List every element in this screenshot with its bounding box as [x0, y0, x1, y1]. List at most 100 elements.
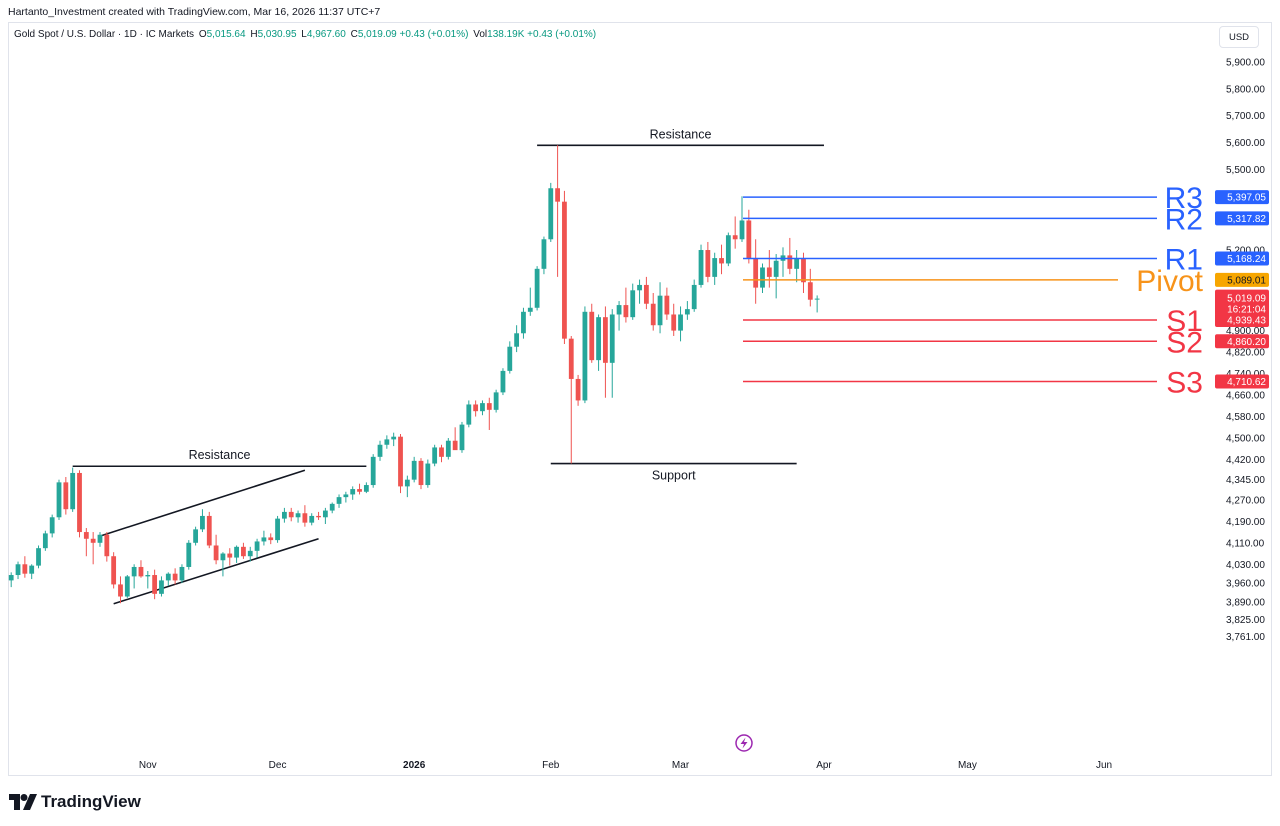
candle-body[interactable]	[555, 188, 560, 202]
candle-body[interactable]	[698, 250, 704, 285]
candle-body[interactable]	[179, 566, 185, 581]
candle-body[interactable]	[111, 556, 117, 585]
candle-body[interactable]	[391, 436, 397, 440]
channel-upper-line[interactable]	[99, 469, 306, 537]
candle-body[interactable]	[36, 548, 41, 566]
candle-body[interactable]	[29, 565, 35, 574]
candle-body[interactable]	[582, 311, 588, 401]
candle-body[interactable]	[316, 515, 321, 518]
candle-body[interactable]	[241, 546, 246, 557]
candle-body[interactable]	[548, 188, 554, 240]
candle-body[interactable]	[609, 314, 615, 363]
candle-body[interactable]	[787, 255, 793, 269]
candle-body[interactable]	[288, 511, 294, 518]
candle-body[interactable]	[329, 503, 335, 511]
candle-body[interactable]	[370, 456, 376, 486]
candle-body[interactable]	[186, 542, 192, 567]
candle-body[interactable]	[322, 510, 328, 518]
candle-body[interactable]	[350, 489, 356, 495]
candle-body[interactable]	[657, 295, 663, 326]
candle-body[interactable]	[514, 333, 520, 347]
candle-body[interactable]	[452, 440, 458, 451]
candle-body[interactable]	[739, 220, 745, 240]
candle-body[interactable]	[473, 404, 479, 412]
candle-body[interactable]	[480, 403, 485, 412]
candle-body[interactable]	[42, 533, 48, 549]
candle-body[interactable]	[801, 258, 806, 283]
candle-body[interactable]	[603, 317, 608, 363]
candle-body[interactable]	[268, 537, 274, 541]
candle-body[interactable]	[527, 307, 533, 312]
candle-body[interactable]	[261, 537, 267, 542]
candle-body[interactable]	[500, 370, 506, 393]
candle-body[interactable]	[534, 268, 540, 308]
candle-body[interactable]	[541, 239, 547, 269]
candle-body[interactable]	[732, 235, 738, 240]
candle-body[interactable]	[664, 295, 670, 315]
candle-body[interactable]	[637, 284, 642, 291]
candle-body[interactable]	[650, 303, 656, 326]
candle-body[interactable]	[773, 260, 779, 277]
candle-body[interactable]	[432, 447, 438, 464]
candle-body[interactable]	[411, 460, 417, 480]
candle-body[interactable]	[521, 311, 526, 334]
candle-body[interactable]	[684, 309, 690, 315]
candle-body[interactable]	[719, 258, 724, 264]
candle-body[interactable]	[206, 515, 212, 546]
candle-body[interactable]	[77, 472, 82, 533]
candle-body[interactable]	[671, 314, 677, 331]
candle-body[interactable]	[104, 534, 110, 557]
candle-body[interactable]	[398, 436, 403, 487]
candle-body[interactable]	[220, 553, 226, 561]
candle-body[interactable]	[459, 424, 465, 451]
candle-body[interactable]	[15, 564, 21, 576]
candle-body[interactable]	[384, 439, 390, 445]
candle-body[interactable]	[165, 573, 171, 581]
candle-body[interactable]	[124, 576, 130, 597]
candle-body[interactable]	[746, 220, 752, 259]
candle-body[interactable]	[404, 479, 410, 487]
candle-body[interactable]	[493, 392, 499, 410]
candle-body[interactable]	[725, 235, 731, 264]
candle-body[interactable]	[275, 518, 280, 541]
candle-body[interactable]	[8, 575, 14, 581]
candle-body[interactable]	[90, 538, 96, 543]
candle-body[interactable]	[418, 460, 424, 486]
candle-body[interactable]	[712, 258, 718, 277]
candle-body[interactable]	[193, 529, 199, 543]
candle-body[interactable]	[302, 513, 308, 523]
candle-body[interactable]	[49, 517, 55, 534]
candle-body[interactable]	[562, 201, 567, 339]
candle-body[interactable]	[295, 513, 301, 518]
candle-body[interactable]	[439, 447, 444, 457]
symbol-title[interactable]: Gold Spot / U.S. Dollar · 1D · IC Market…	[14, 29, 195, 40]
candle-body[interactable]	[63, 482, 69, 510]
candle-body[interactable]	[377, 444, 383, 457]
candle-body[interactable]	[172, 573, 178, 581]
candle-body[interactable]	[643, 284, 649, 304]
candle-body[interactable]	[568, 338, 574, 379]
candle-body[interactable]	[247, 550, 253, 557]
candle-body[interactable]	[357, 489, 362, 492]
candle-body[interactable]	[753, 258, 759, 288]
candle-body[interactable]	[760, 267, 765, 288]
candle-body[interactable]	[807, 282, 813, 300]
candle-body[interactable]	[596, 317, 601, 361]
candle-body[interactable]	[363, 485, 369, 492]
candle-body[interactable]	[766, 267, 772, 277]
candle-body[interactable]	[589, 311, 595, 361]
candle-body[interactable]	[97, 534, 103, 543]
candle-body[interactable]	[152, 575, 158, 594]
candle-body[interactable]	[131, 566, 137, 577]
candle-body[interactable]	[678, 314, 683, 331]
candle-body[interactable]	[309, 515, 315, 523]
candle-body[interactable]	[159, 580, 164, 594]
candle-body[interactable]	[227, 553, 233, 558]
candle-body[interactable]	[616, 305, 622, 315]
candle-body[interactable]	[425, 463, 431, 486]
candle-body[interactable]	[343, 494, 349, 498]
candle-body[interactable]	[466, 404, 472, 425]
candle-body[interactable]	[794, 258, 800, 269]
candle-body[interactable]	[118, 584, 123, 597]
candle-body[interactable]	[630, 290, 636, 318]
